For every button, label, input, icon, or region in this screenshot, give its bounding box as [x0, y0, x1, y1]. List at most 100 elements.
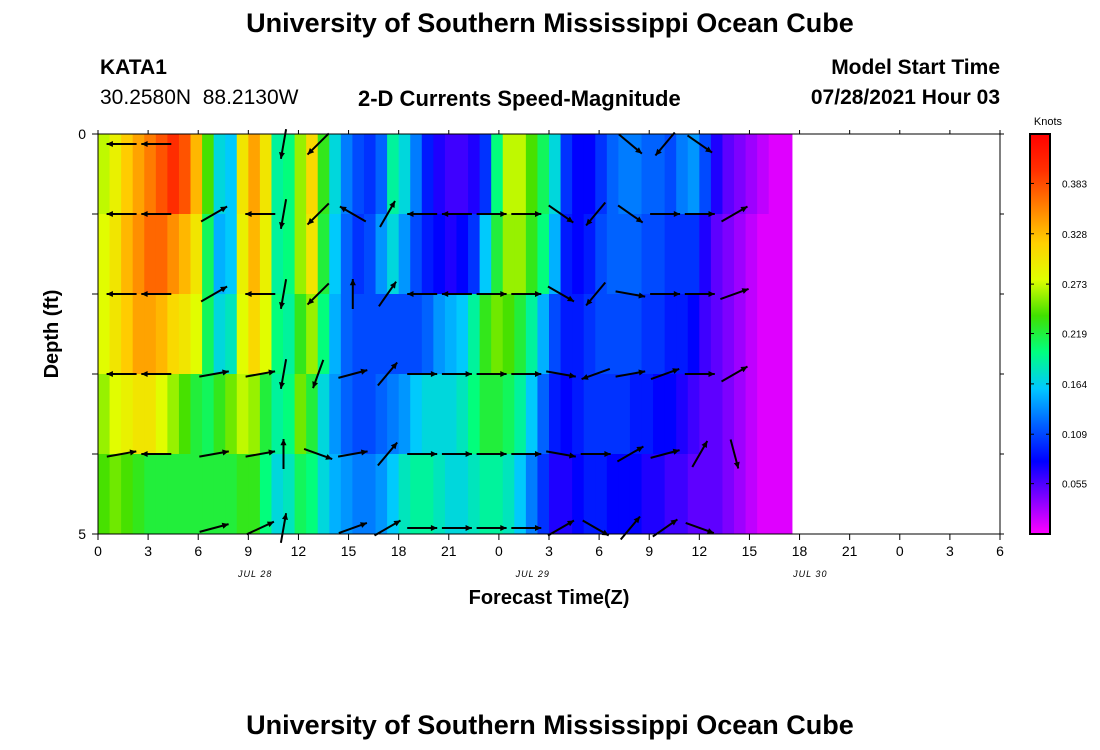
heatmap-cell: [421, 214, 434, 294]
current-vector: [511, 211, 542, 217]
heatmap-cell: [525, 134, 539, 214]
heatmap-cell: [178, 134, 192, 214]
heatmap-cell: [410, 294, 423, 374]
heatmap-cell: [283, 214, 296, 294]
heatmap-cell: [98, 134, 111, 214]
current-vector: [650, 211, 681, 217]
heatmap-cell: [225, 454, 238, 534]
current-vector: [279, 279, 288, 309]
current-vector: [511, 371, 542, 377]
heatmap-cell: [768, 454, 781, 534]
current-vector: [245, 291, 276, 297]
heatmap-cell: [780, 134, 793, 214]
heatmap-cell: [618, 454, 631, 534]
heatmap-cell: [687, 134, 700, 214]
colorbar-tick-label: 0.109: [1062, 430, 1087, 441]
heatmap-cell: [606, 454, 619, 534]
current-vector: [199, 369, 229, 378]
heatmap-cell: [167, 294, 180, 374]
heatmap-cell: [144, 134, 157, 214]
heatmap-cell: [294, 454, 307, 534]
x-date-label: JUL 30: [792, 569, 827, 579]
current-vector: [720, 287, 749, 301]
current-vector: [141, 211, 172, 217]
heatmap-cell: [317, 214, 330, 294]
current-vector: [374, 519, 401, 537]
heatmap-cell: [780, 294, 793, 374]
current-vector: [547, 519, 575, 537]
heatmap-cell: [144, 374, 157, 454]
heatmap-cell: [398, 214, 411, 294]
heatmap-cell: [283, 294, 296, 374]
current-vector: [280, 439, 287, 469]
heatmap-cell: [722, 214, 735, 294]
heatmap-cell: [606, 134, 619, 214]
heatmap-cell: [178, 454, 192, 534]
current-vector: [650, 448, 680, 459]
heatmap-cell: [132, 134, 145, 214]
heatmap-cell: [190, 134, 203, 214]
heatmap-cell: [329, 214, 342, 294]
heatmap-cell: [734, 374, 747, 454]
page-title-bottom: University of Southern Mississippi Ocean…: [246, 710, 854, 740]
heatmap-cell: [618, 294, 631, 374]
heatmap-cell: [271, 294, 284, 374]
heatmap-cell: [398, 134, 411, 214]
heatmap-cell: [375, 214, 388, 294]
heatmap-cell: [757, 214, 770, 294]
current-vector: [619, 515, 641, 541]
heatmap-cell: [433, 134, 446, 214]
heatmap-cell: [502, 454, 515, 534]
heatmap-cell: [132, 214, 145, 294]
heatmap-cell: [109, 214, 122, 294]
current-vector: [546, 450, 576, 459]
colorbar-tick-label: 0.383: [1062, 179, 1087, 190]
current-vector: [476, 291, 507, 297]
current-vector: [377, 441, 398, 467]
heatmap-cell: [676, 374, 689, 454]
heatmap-cell: [340, 134, 354, 214]
x-tick-label: 6: [194, 543, 202, 559]
heatmap-cell: [595, 454, 608, 534]
heatmap-cell: [352, 374, 365, 454]
heatmap-cell: [757, 454, 770, 534]
heatmap-cell: [98, 374, 111, 454]
x-tick-label: 0: [495, 543, 503, 559]
heatmap-cell: [537, 454, 550, 534]
heatmap-cell: [375, 294, 388, 374]
heatmap-cell: [734, 454, 747, 534]
heatmap-cell: [387, 294, 400, 374]
heatmap-cell: [329, 454, 342, 534]
current-vector: [476, 211, 507, 217]
heatmap-cell: [155, 454, 168, 534]
heatmap-cell: [167, 214, 180, 294]
heatmap-cell: [549, 454, 562, 534]
heatmap-cell: [444, 214, 458, 294]
heatmap-cell: [444, 374, 458, 454]
heatmap-cell: [387, 134, 400, 214]
heatmap-cell: [213, 214, 226, 294]
y-axis-label: Depth (ft): [41, 290, 63, 379]
heatmap-cell: [491, 134, 504, 214]
x-tick-label: 3: [144, 543, 152, 559]
heatmap-cell: [213, 134, 226, 214]
heatmap-cell: [433, 374, 446, 454]
heatmap-cell: [144, 294, 157, 374]
heatmap-cell: [190, 294, 203, 374]
current-vector: [306, 202, 330, 226]
x-axis-label: Forecast Time(Z): [469, 587, 630, 609]
heatmap-cell: [572, 374, 585, 454]
heatmap-cell: [456, 374, 469, 454]
heatmap-cell: [433, 214, 446, 294]
current-vector: [617, 204, 644, 224]
heatmap-cell: [271, 454, 284, 534]
current-vector: [476, 525, 507, 531]
current-vector: [106, 449, 137, 458]
heatmap-cell: [641, 454, 654, 534]
heatmap-cell: [502, 374, 515, 454]
heatmap-cell: [329, 134, 342, 214]
heatmap-cell: [178, 374, 192, 454]
heatmap-cell: [259, 214, 273, 294]
axes: 0 3 6 9 12 15 18 21 0 3 6 9 12 15 18 21 0 3 6 JUL 28 JUL 29 J…: [78, 126, 1004, 579]
current-vector: [337, 449, 368, 458]
